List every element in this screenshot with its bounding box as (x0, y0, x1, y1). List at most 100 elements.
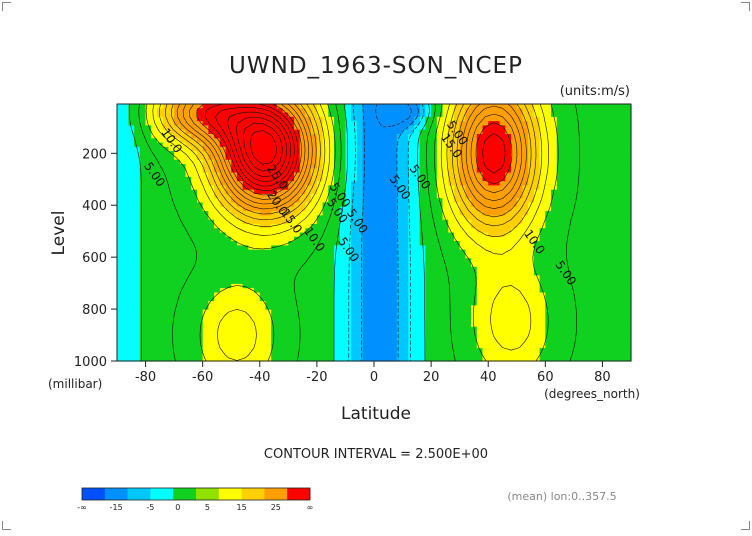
field-cell (408, 331, 415, 336)
field-cell (351, 232, 358, 238)
field-cell (419, 223, 426, 229)
field-cell (402, 189, 409, 195)
field-cell (145, 279, 152, 285)
field-cell (568, 206, 575, 212)
field-cell (419, 121, 426, 127)
field-cell (179, 151, 187, 156)
field-cell (259, 142, 267, 148)
field-cell (528, 266, 535, 272)
field-cell (436, 279, 444, 285)
field-cell (539, 151, 546, 156)
field-cell (162, 138, 169, 144)
field-cell (471, 253, 478, 259)
field-cell (545, 305, 552, 311)
field-cell (379, 108, 387, 114)
field-cell (242, 343, 249, 349)
field-cell (476, 236, 484, 242)
field-cell (471, 116, 478, 122)
field-cell (431, 193, 438, 199)
field-cell (488, 245, 495, 251)
field-cell (339, 112, 347, 118)
field-cell (219, 288, 227, 294)
field-cell (311, 339, 318, 345)
field-cell (556, 172, 564, 178)
field-cell (145, 249, 152, 255)
field-cell (528, 181, 535, 186)
field-cell (311, 258, 318, 264)
field-cell (573, 352, 581, 358)
field-cell (579, 163, 586, 169)
field-cell (562, 163, 569, 169)
field-cell (522, 301, 529, 306)
field-cell (162, 151, 169, 156)
field-cell (179, 189, 187, 195)
field-cell (362, 296, 369, 302)
field-cell (219, 318, 227, 324)
field-cell (533, 142, 541, 148)
field-cell (442, 121, 449, 127)
field-cell (562, 275, 569, 281)
field-cell (556, 215, 564, 221)
field-cell (442, 253, 449, 259)
field-cell (145, 125, 152, 131)
field-cell (248, 112, 255, 118)
field-cell (493, 271, 501, 276)
field-cell (231, 121, 238, 127)
field-cell (465, 318, 472, 324)
field-cell (379, 202, 387, 208)
field-cell (322, 104, 329, 109)
field-cell (379, 275, 387, 281)
field-cell (499, 112, 506, 118)
field-cell (254, 301, 261, 306)
field-cell (122, 258, 130, 264)
field-cell (174, 326, 181, 332)
field-cell (453, 163, 461, 169)
field-cell (459, 348, 466, 354)
field-cell (185, 215, 192, 221)
field-cell (436, 211, 444, 216)
field-cell (356, 211, 364, 216)
field-cell (402, 279, 409, 285)
field-cell (231, 313, 238, 319)
field-cell (219, 339, 227, 345)
field-cell (448, 343, 455, 349)
field-cell (231, 326, 238, 332)
field-cell (179, 181, 187, 186)
field-cell (562, 198, 569, 204)
field-cell (419, 288, 426, 294)
field-cell (351, 138, 358, 144)
field-cell (385, 108, 392, 114)
field-cell (368, 206, 375, 212)
field-cell (482, 121, 489, 127)
field-cell (208, 104, 215, 109)
field-cell (585, 172, 592, 178)
field-cell (259, 339, 267, 345)
field-cell (374, 133, 381, 139)
field-cell (499, 228, 506, 234)
field-cell (316, 279, 324, 285)
field-cell (271, 163, 278, 169)
field-cell (528, 163, 535, 169)
field-cell (499, 181, 506, 186)
field-cell (585, 296, 592, 302)
field-cell (254, 356, 261, 362)
field-cell (419, 292, 426, 298)
field-cell (254, 228, 261, 234)
field-cell (368, 301, 375, 306)
field-cell (379, 288, 387, 294)
field-cell (539, 181, 546, 186)
field-cell (156, 245, 164, 251)
field-cell (396, 172, 404, 178)
field-cell (162, 352, 169, 358)
field-cell (539, 112, 546, 118)
field-cell (179, 288, 187, 294)
field-cell (425, 104, 432, 109)
field-cell (568, 232, 575, 238)
field-cell (499, 292, 506, 298)
field-cell (419, 232, 426, 238)
field-cell (339, 125, 347, 131)
field-cell (562, 116, 569, 122)
field-cell (316, 309, 324, 315)
field-cell (225, 163, 232, 169)
field-cell (174, 305, 181, 311)
